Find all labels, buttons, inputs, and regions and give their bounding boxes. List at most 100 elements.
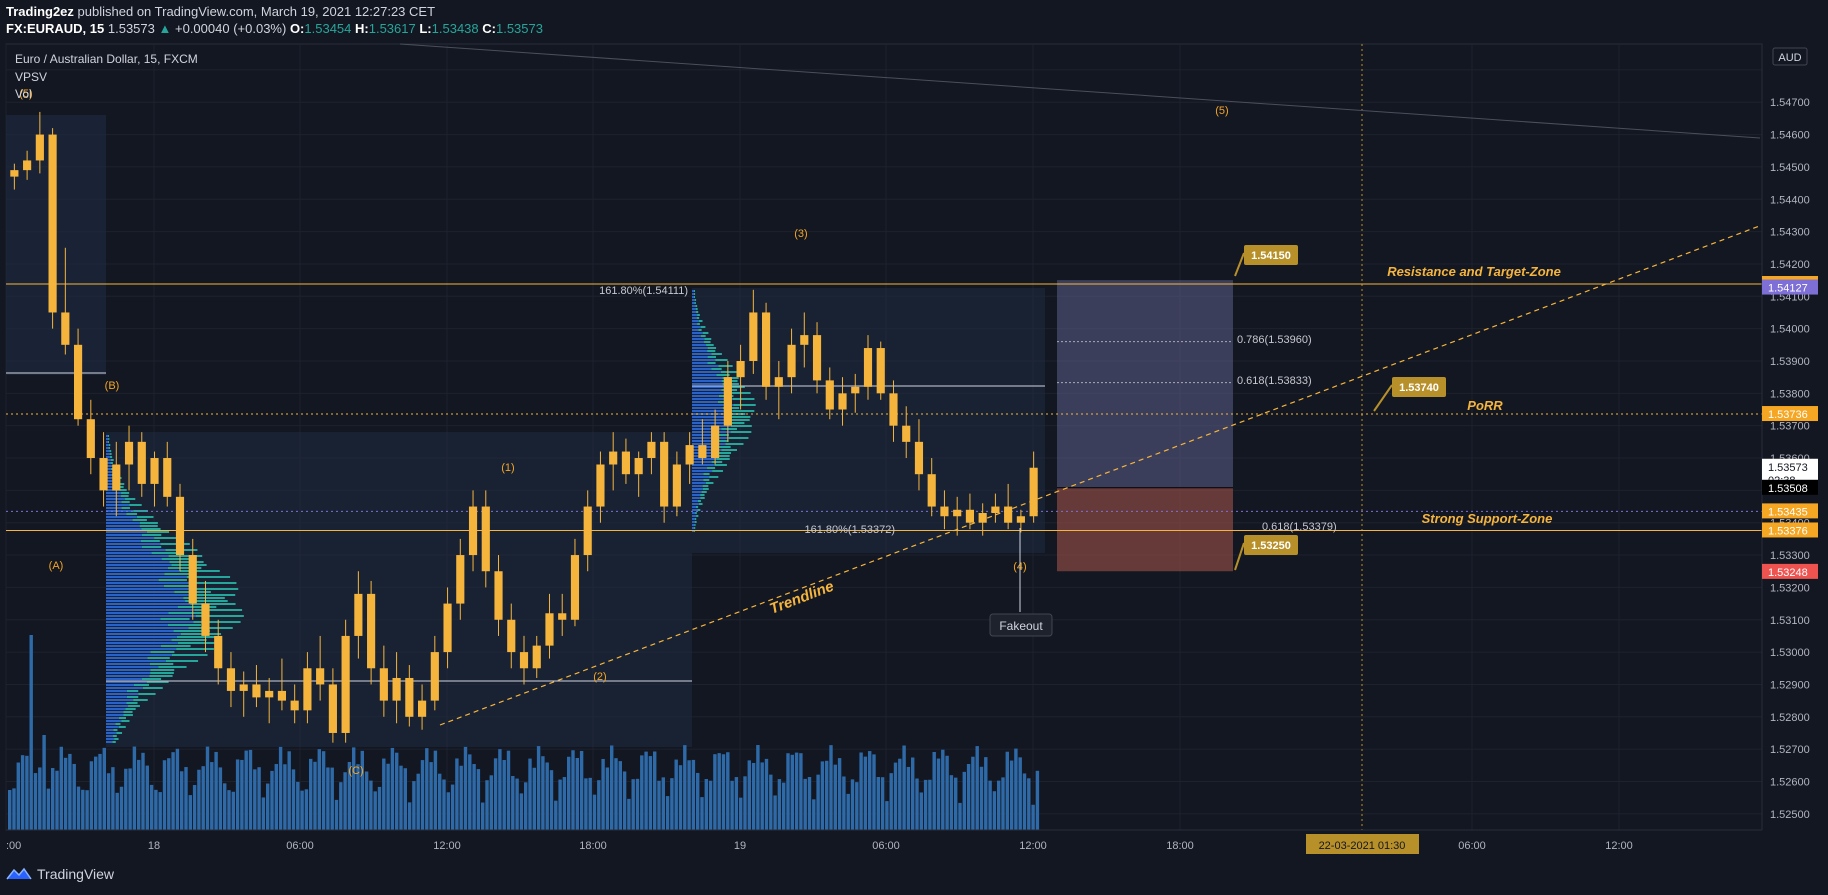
candle-body-6 [86, 419, 95, 459]
volume-bar-181 [786, 753, 790, 830]
vp2-teal-57 [177, 606, 217, 608]
vp3-bar-4 [692, 302, 695, 304]
volume-bar-64 [283, 764, 287, 830]
time-cursor-badge [1306, 834, 1419, 854]
vp2-teal-58 [194, 609, 243, 611]
volume-bar-142 [618, 761, 622, 830]
volume-histogram [8, 635, 1040, 830]
indicator-vol[interactable]: Vol [15, 87, 32, 101]
volume-bar-93 [407, 802, 412, 830]
vp3-teal-75 [696, 515, 699, 517]
candle-body-57 [736, 360, 745, 378]
tradingview-brand[interactable]: TradingView [6, 866, 114, 882]
callout-text-1: 1.53740 [1399, 382, 1439, 394]
volume-bar-204 [885, 801, 889, 830]
candle-body-59 [761, 312, 771, 387]
callout-pointer-2 [1234, 542, 1245, 571]
vp2-teal-29 [139, 522, 158, 524]
vp2-teal-74 [147, 657, 170, 659]
candle-body-51 [660, 441, 669, 507]
volume-bar-134 [584, 778, 588, 830]
volume-bar-113 [493, 758, 498, 830]
volume-bar-100 [438, 773, 442, 830]
indicator-vpsv[interactable]: VPSV [15, 70, 48, 84]
volume-bar-24 [111, 767, 115, 830]
vp2-bar-17 [106, 486, 118, 488]
volume-bar-132 [575, 757, 579, 830]
volume-bar-129 [562, 777, 567, 830]
candlesticks [10, 111, 1038, 743]
volume-bar-58 [257, 767, 261, 830]
vp2-teal-63 [167, 624, 202, 626]
vp2-teal-18 [119, 489, 127, 491]
volume-bar-190 [825, 760, 829, 830]
vp3-bar-76 [692, 518, 695, 520]
vp3-bar-77 [692, 521, 695, 523]
vp2-bar-24 [106, 507, 122, 509]
volume-bar-174 [756, 745, 760, 830]
vp3-bar-8 [692, 314, 698, 316]
volume-bar-101 [442, 779, 446, 830]
vp3-teal-18 [706, 344, 714, 346]
vp2-teal-22 [121, 501, 130, 503]
vp3-bar-9 [692, 317, 697, 319]
volume-bar-158 [687, 760, 691, 830]
vp2-teal-25 [133, 510, 148, 512]
vp3-bar-26 [692, 368, 712, 370]
vp2-bar-92 [106, 711, 124, 713]
volume-bar-38 [171, 752, 175, 830]
vp2-teal-0 [108, 435, 109, 437]
vp2-teal-79 [150, 672, 174, 674]
vp3-bar-74 [692, 512, 696, 514]
vp2-bar-30 [106, 525, 140, 527]
vp3-bar-48 [692, 434, 716, 436]
vp2-bar-100 [106, 735, 114, 737]
candle-body-36 [468, 506, 478, 556]
candle-body-60 [774, 377, 783, 387]
callout-pointer-0 [1234, 252, 1245, 277]
volume-bar-138 [601, 758, 605, 830]
vp2-bar-76 [106, 663, 150, 665]
candle-body-43 [558, 613, 567, 620]
vp3-bar-70 [692, 500, 698, 502]
price-axis[interactable]: AUD 1.54700 1.54600 1.54500 1.54400 1.54300 1.… [1761, 44, 1828, 830]
price-badge-7 [1762, 563, 1818, 579]
vp3-teal-59 [707, 467, 716, 469]
long-position-tool[interactable] [1057, 280, 1233, 572]
volume-bar-6 [33, 773, 38, 830]
vp3-bar-40 [692, 410, 733, 412]
time-axis[interactable]: :00 18 06:00 12:00 18:00 19 06:00 12:00 18:00 06:… [6, 829, 1828, 858]
candle-body-28 [367, 593, 376, 669]
volume-bar-84 [369, 780, 373, 830]
vp3-teal-49 [728, 437, 749, 439]
y-tick-18: 1.53000 [1770, 647, 1810, 659]
volume-bar-65 [287, 751, 291, 830]
candle-body-77 [991, 506, 1000, 514]
vp2-teal-99 [116, 732, 123, 734]
target-zone [1057, 280, 1233, 488]
vp3-bar-34 [692, 392, 731, 394]
vp2-bar-56 [106, 603, 191, 605]
volume-bar-41 [184, 767, 188, 830]
volume-bar-37 [167, 758, 171, 830]
instrument-legend[interactable]: Euro / Australian Dollar, 15, FXCM [15, 52, 198, 66]
vp2-bar-10 [106, 465, 113, 467]
vp3-bar-49 [692, 437, 729, 439]
volume-bar-235 [1018, 757, 1022, 830]
candle-body-21 [277, 690, 287, 701]
vp2-bar-48 [106, 579, 159, 581]
candle-body-55 [711, 425, 720, 459]
volume-bar-168 [730, 780, 734, 830]
fakeout-label: Fakeout [999, 619, 1043, 633]
volume-bar-218 [945, 755, 949, 830]
vp3-teal-63 [703, 479, 710, 481]
publisher-name[interactable]: Trading2ez [6, 4, 74, 19]
vp2-teal-5 [109, 450, 112, 452]
candle-body-39 [507, 619, 516, 653]
volume-bar-108 [472, 764, 476, 830]
vp2-bar-29 [106, 522, 140, 524]
vp3-teal-46 [721, 428, 737, 430]
stop-zone [1057, 487, 1233, 572]
vp3-teal-7 [696, 311, 699, 313]
